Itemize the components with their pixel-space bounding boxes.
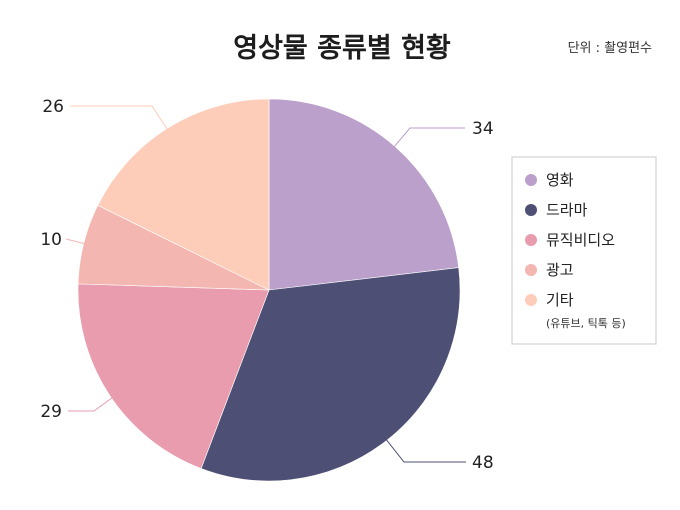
leader-line-1	[349, 127, 465, 199]
legend-swatch-3	[525, 234, 537, 246]
pie-slice-3	[77, 283, 270, 469]
legend-label-5: 기타	[546, 291, 574, 309]
legend-note-5: (유튜브, 틱톡 등)	[546, 317, 626, 330]
leader-lines	[65, 105, 466, 463]
leader-line-3	[68, 357, 168, 412]
legend-label-1: 영화	[546, 171, 574, 189]
legend-swatch-2	[525, 204, 537, 216]
legend-swatch-5	[525, 294, 537, 306]
legend-label-3: 뮤직비디오	[546, 231, 615, 249]
leader-line-2	[343, 386, 466, 463]
data-labels: 34 48 29 10 26	[40, 97, 493, 473]
leader-line-4	[65, 238, 151, 261]
legend-box	[511, 156, 657, 345]
pie-slice-1	[268, 98, 460, 291]
legend-swatch-4	[525, 264, 537, 276]
pie-slices	[77, 98, 461, 482]
data-label-1: 34	[472, 119, 494, 139]
legend-label-4: 광고	[546, 261, 574, 279]
pie-slice-5	[97, 98, 270, 291]
data-label-4: 10	[40, 230, 62, 250]
leader-line-5	[70, 105, 205, 187]
unit-label: 단위 : 촬영편수	[568, 41, 652, 56]
legend-swatch-1	[525, 174, 537, 186]
data-label-3: 29	[40, 402, 62, 422]
data-label-2: 48	[472, 453, 494, 473]
data-label-5: 26	[42, 97, 64, 117]
legend-label-2: 드라마	[546, 201, 588, 219]
chart-title: 영상물 종류별 현황	[233, 33, 451, 64]
